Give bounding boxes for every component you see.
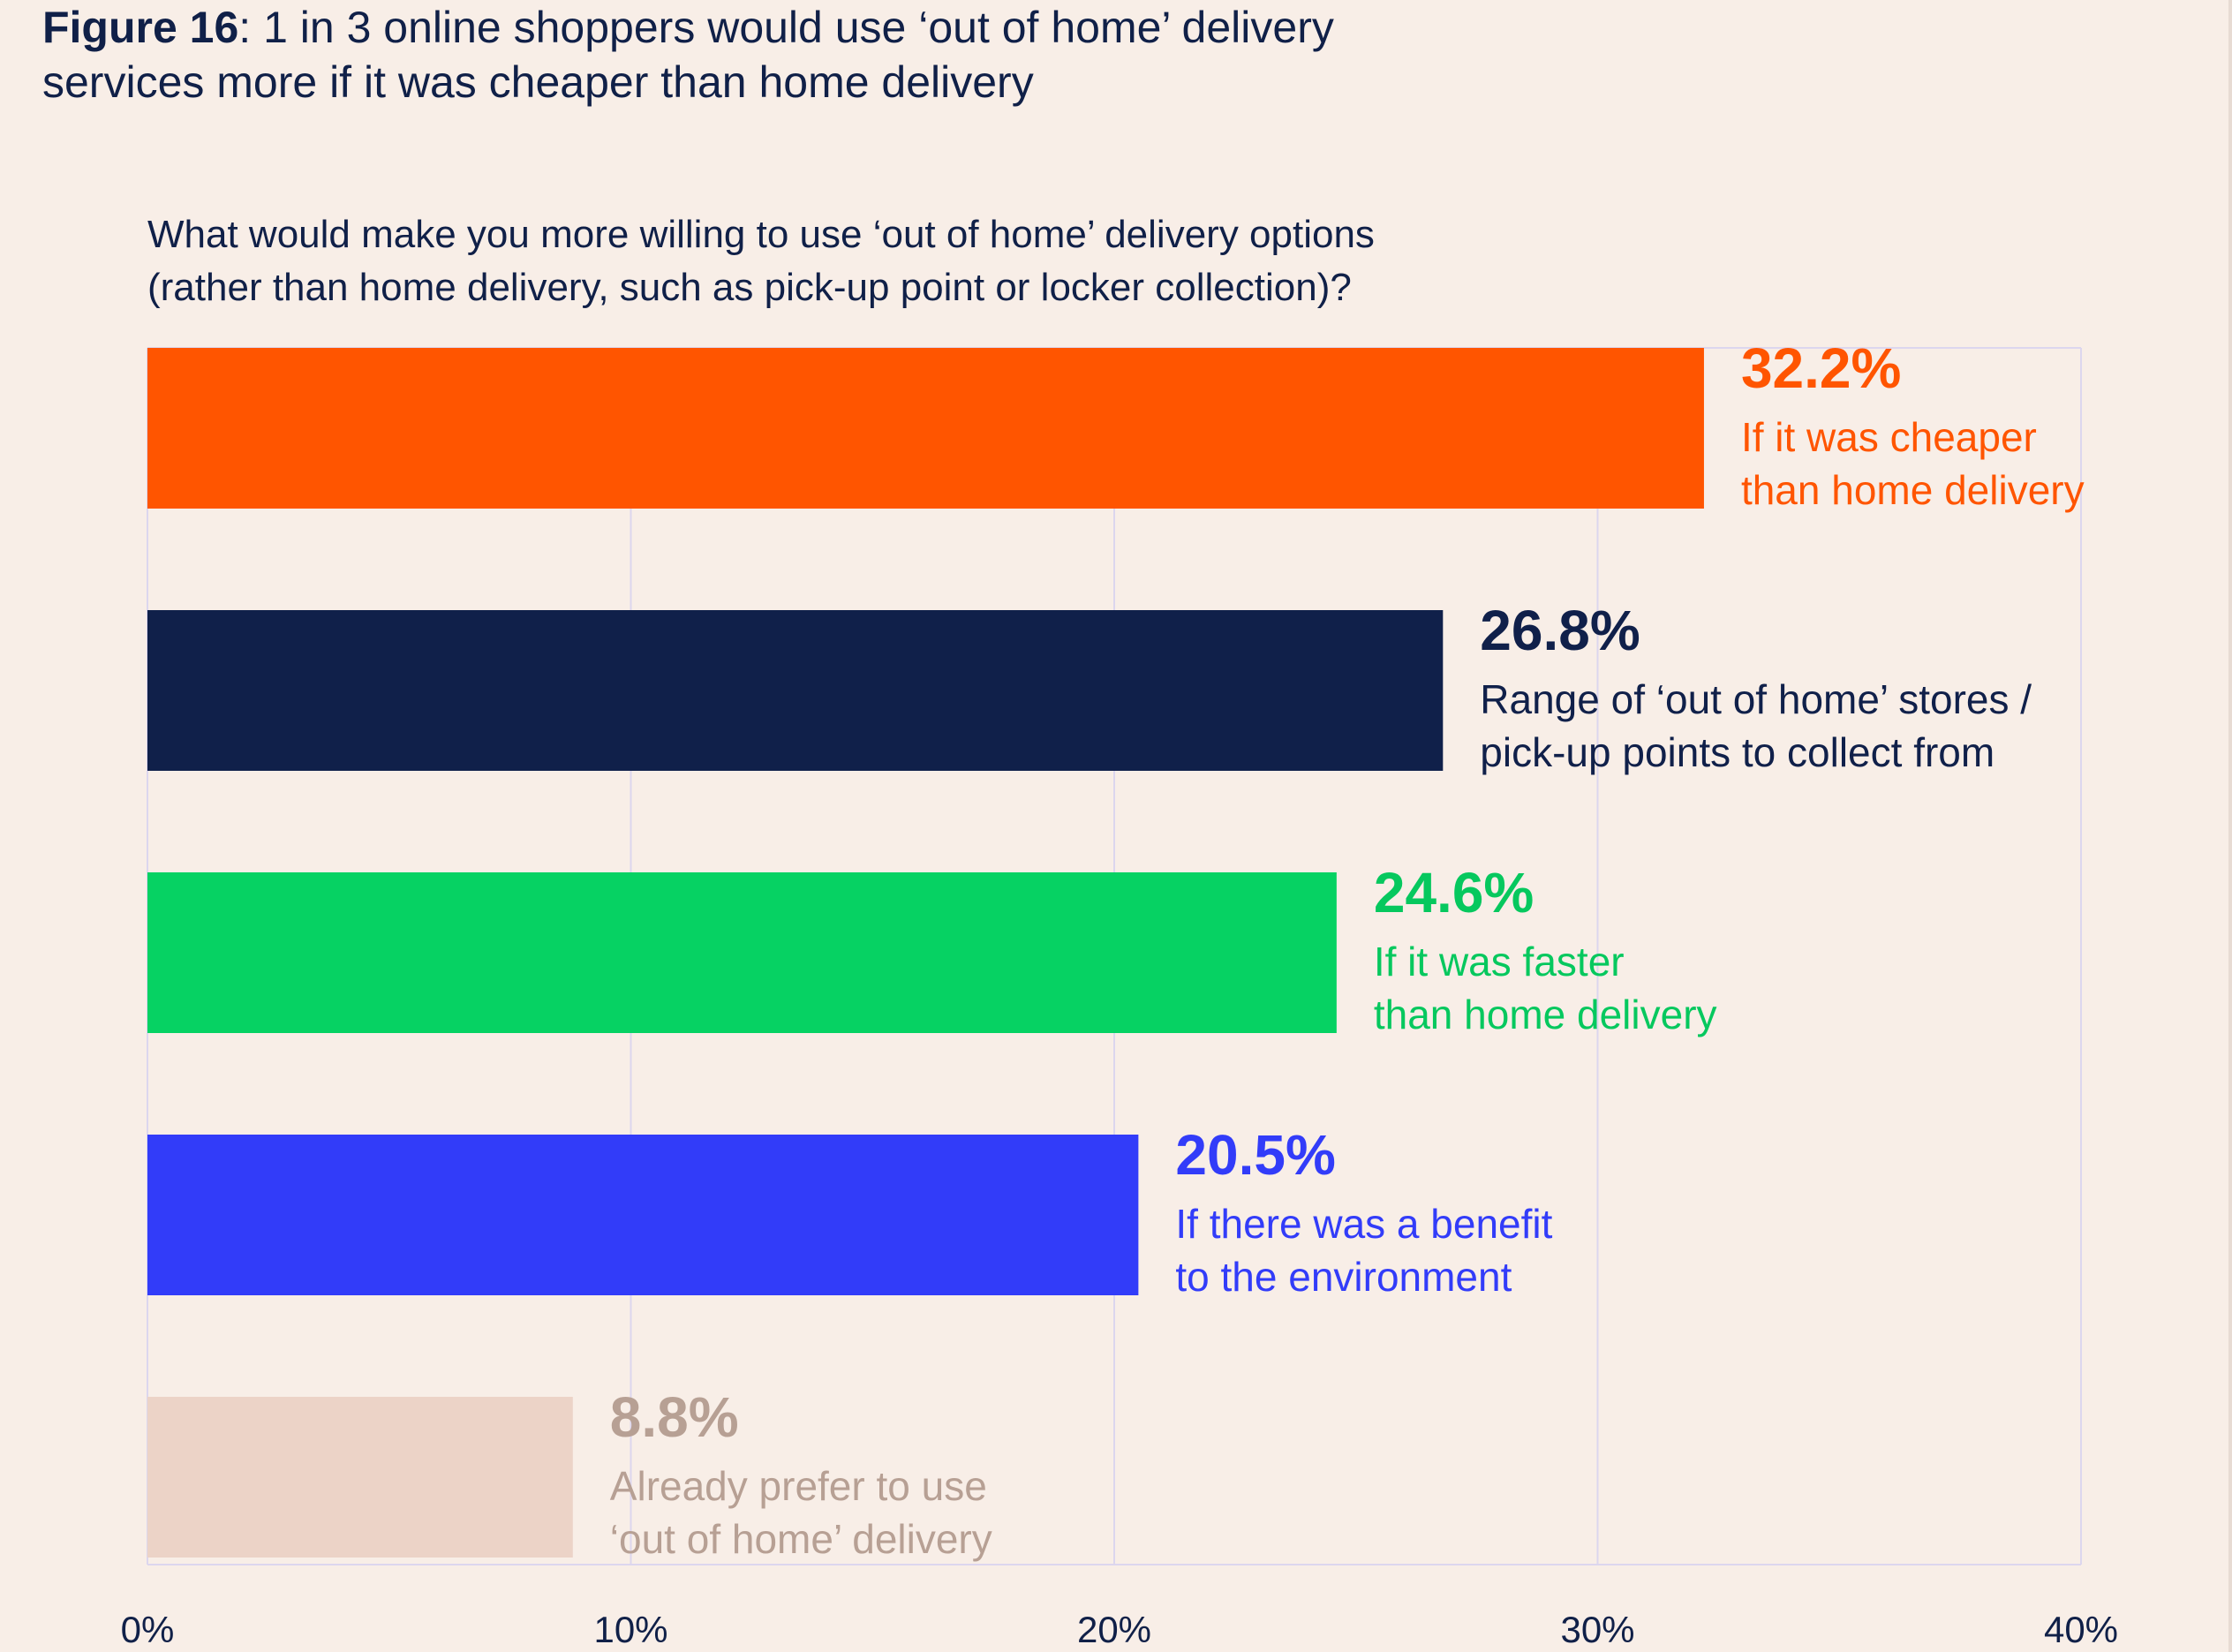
bar-category-label-4-line-2: to the environment	[1175, 1254, 1512, 1300]
bar-group-3: 24.6% If it was faster than home delivery	[147, 861, 1717, 1037]
bar-4	[147, 1135, 1139, 1295]
x-tick-label-20: 20%	[1077, 1609, 1151, 1650]
chart-question: What would make you more willing to use …	[147, 208, 1913, 314]
bar-category-label-1-line-1: If it was cheaper	[1741, 414, 2037, 460]
chart-title: What would make you more willing to use …	[147, 213, 1375, 256]
bar-category-label-2-line-1: Range of ‘out of home’ stores /	[1480, 676, 2032, 722]
bar-group-5: 8.8% Already prefer to use ‘out of home’ d…	[147, 1385, 992, 1562]
bar-value-label-2: 26.8%	[1480, 599, 1640, 662]
figure-title-line-2: services more if it was cheaper than hom…	[42, 57, 1034, 107]
x-tick-label-10: 10%	[593, 1609, 667, 1650]
bar-3	[147, 872, 1337, 1033]
bar-group-1: 32.2% If it was cheaper than home delivery	[147, 336, 2085, 513]
page-edge-rule	[2228, 0, 2232, 1652]
bar-category-label-5-line-1: Already prefer to use	[610, 1463, 987, 1509]
bar-group-2: 26.8% Range of ‘out of home’ stores / pick…	[147, 599, 2032, 775]
figure-title-line-1: Figure 16: 1 in 3 online shoppers would …	[42, 0, 2073, 55]
bar-value-label-4: 20.5%	[1175, 1123, 1335, 1187]
x-axis-ticks: 0% 10% 20% 30% 40%	[121, 1609, 2118, 1650]
bar-1	[147, 348, 1704, 509]
bar-2	[147, 610, 1444, 771]
bar-category-label-2-line-2: pick-up points to collect from	[1480, 729, 1994, 775]
bar-value-label-1: 32.2%	[1741, 336, 1901, 400]
bar-group-4: 20.5% If there was a benefit to the enviro…	[147, 1123, 1553, 1300]
figure-number: Figure 16	[42, 3, 239, 52]
bar-5	[147, 1397, 573, 1558]
bar-category-label-3-line-1: If it was faster	[1374, 939, 1625, 984]
figure-title: Figure 16: 1 in 3 online shoppers would …	[42, 0, 2073, 109]
bar-category-label-4-line-1: If there was a benefit	[1175, 1201, 1552, 1247]
bar-category-label-5-line-2: ‘out of home’ delivery	[610, 1516, 992, 1562]
bars: 32.2% If it was cheaper than home delivery…	[147, 336, 2085, 1562]
bar-category-label-1-line-2: than home delivery	[1741, 467, 2085, 513]
bar-category-label-3-line-2: than home delivery	[1374, 992, 1717, 1037]
x-tick-label-0: 0%	[121, 1609, 175, 1650]
x-tick-label-40: 40%	[2044, 1609, 2118, 1650]
bar-value-label-3: 24.6%	[1374, 861, 1534, 924]
bar-value-label-5: 8.8%	[610, 1385, 739, 1449]
chart-subtitle: (rather than home delivery, such as pick…	[147, 266, 1352, 309]
x-tick-label-30: 30%	[1560, 1609, 1634, 1650]
figure-title-text: : 1 in 3 online shoppers would use ‘out …	[238, 3, 1334, 52]
